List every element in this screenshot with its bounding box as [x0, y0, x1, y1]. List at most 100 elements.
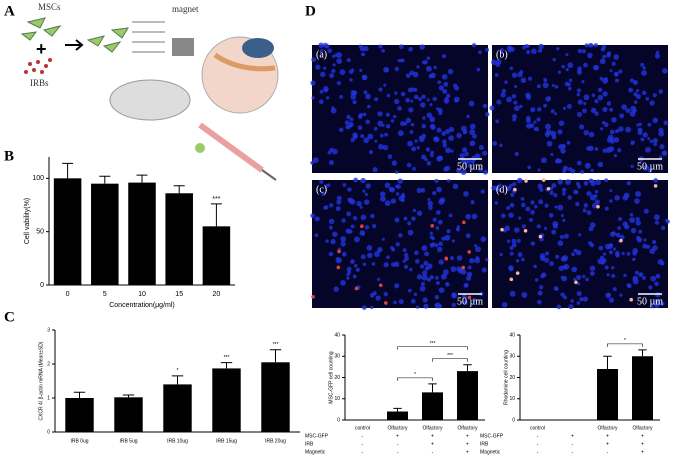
nucleus	[465, 213, 471, 220]
nucleus	[432, 96, 437, 102]
nucleus	[554, 205, 558, 209]
nucleus	[372, 291, 377, 296]
nucleus	[607, 293, 611, 297]
nucleus	[540, 157, 547, 164]
nucleus	[578, 233, 582, 237]
nucleus	[585, 277, 589, 282]
nucleus	[350, 224, 355, 229]
error-bar	[269, 349, 282, 363]
nucleus	[393, 261, 400, 268]
nucleus	[394, 91, 398, 95]
nucleus	[544, 251, 550, 256]
nucleus	[378, 87, 383, 92]
nucleus	[653, 178, 659, 183]
nucleus	[326, 96, 330, 100]
nucleus	[359, 45, 366, 52]
nucleus	[591, 203, 598, 209]
nucleus	[537, 183, 543, 189]
nucleus	[519, 104, 523, 109]
nucleus	[562, 169, 567, 174]
x-tick-label: Olfactory	[597, 425, 618, 431]
nucleus	[544, 123, 551, 130]
x-tick-label: 0	[66, 291, 70, 298]
nucleus	[577, 99, 583, 105]
nucleus	[557, 70, 562, 74]
nucleus	[525, 118, 531, 124]
nucleus	[331, 106, 335, 110]
nucleus	[431, 236, 435, 241]
cell	[354, 286, 359, 291]
nucleus	[659, 144, 665, 150]
nucleus	[436, 156, 442, 162]
nucleus	[378, 44, 383, 49]
nucleus	[576, 160, 582, 166]
nucleus	[437, 107, 443, 113]
x-tick-label: Olfactory	[457, 425, 478, 431]
nucleus	[635, 235, 641, 241]
nucleus	[394, 283, 400, 289]
x-tick-label: Olfactory	[422, 425, 443, 431]
cell	[596, 204, 600, 209]
nucleus	[364, 225, 370, 230]
nucleus	[534, 278, 539, 282]
nucleus	[583, 94, 590, 101]
nucleus	[367, 104, 371, 109]
nucleus	[469, 258, 475, 264]
significance: *	[624, 338, 626, 344]
error-bar	[393, 407, 402, 412]
cell	[378, 283, 383, 288]
nucleus	[385, 112, 390, 117]
nucleus	[536, 224, 541, 229]
nucleus	[515, 258, 520, 263]
error-bar	[122, 394, 135, 398]
nucleus	[357, 125, 363, 131]
nucleus	[494, 201, 499, 205]
nucleus	[474, 257, 481, 264]
nucleus	[579, 297, 584, 302]
nucleus	[542, 82, 549, 89]
nucleus	[619, 234, 625, 240]
x-tick-label: 15	[175, 291, 183, 298]
nucleus	[509, 251, 514, 256]
nucleus	[362, 112, 367, 117]
nucleus	[540, 255, 546, 261]
table-row-name: Magnetic	[480, 449, 501, 455]
cell	[444, 256, 449, 261]
nucleus	[373, 126, 378, 131]
nucleus	[383, 291, 389, 297]
cell	[336, 265, 341, 270]
nucleus	[511, 238, 517, 244]
nucleus	[441, 236, 446, 241]
nucleus	[593, 43, 598, 48]
nucleus	[341, 218, 346, 223]
nucleus	[517, 177, 523, 184]
nucleus	[590, 107, 597, 114]
table-cell: -	[537, 441, 539, 447]
nucleus	[380, 191, 386, 197]
nucleus	[633, 92, 638, 97]
x-tick-label: IRB 15ug	[216, 438, 237, 444]
nucleus	[425, 65, 432, 72]
cell	[467, 295, 472, 300]
nucleus	[449, 256, 454, 261]
nucleus	[541, 272, 547, 278]
nucleus	[478, 50, 482, 55]
nucleus	[464, 152, 469, 157]
nucleus	[401, 192, 405, 197]
nucleus	[550, 130, 557, 137]
nucleus	[350, 259, 355, 264]
nucleus	[456, 132, 462, 139]
nucleus	[324, 183, 329, 188]
nucleus	[363, 137, 370, 144]
nucleus	[468, 100, 475, 107]
nucleus	[556, 304, 562, 310]
nucleus	[567, 62, 574, 69]
nucleus	[331, 68, 336, 74]
table-cell: +	[641, 433, 644, 439]
nucleus	[630, 164, 634, 168]
cell	[311, 294, 315, 299]
nucleus	[604, 206, 609, 211]
nucleus	[350, 90, 357, 96]
cell	[541, 178, 546, 182]
illustration-label: magnet	[172, 4, 199, 14]
